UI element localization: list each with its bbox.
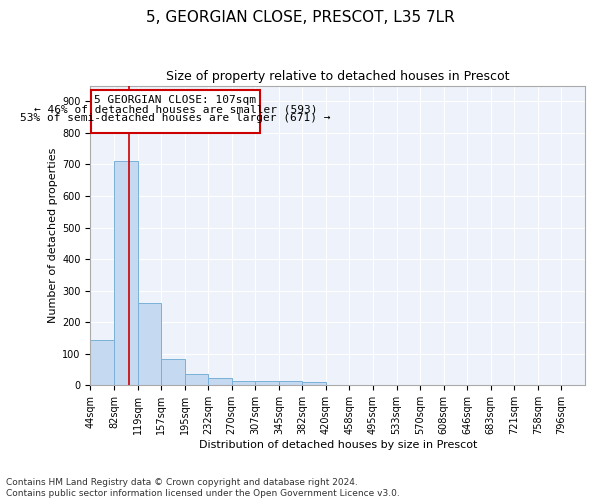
Text: 5, GEORGIAN CLOSE, PRESCOT, L35 7LR: 5, GEORGIAN CLOSE, PRESCOT, L35 7LR: [146, 10, 454, 25]
Bar: [161, 358, 185, 386]
Bar: [208, 378, 232, 386]
Bar: [279, 381, 302, 386]
Bar: [137, 302, 161, 386]
Bar: [302, 382, 326, 386]
Text: Contains HM Land Registry data © Crown copyright and database right 2024.
Contai: Contains HM Land Registry data © Crown c…: [6, 478, 400, 498]
X-axis label: Distribution of detached houses by size in Prescot: Distribution of detached houses by size …: [199, 440, 477, 450]
Text: 53% of semi-detached houses are larger (671) →: 53% of semi-detached houses are larger (…: [20, 113, 331, 123]
FancyBboxPatch shape: [91, 90, 260, 133]
Y-axis label: Number of detached properties: Number of detached properties: [48, 148, 58, 323]
Bar: [232, 381, 255, 386]
Text: 5 GEORGIAN CLOSE: 107sqm: 5 GEORGIAN CLOSE: 107sqm: [94, 95, 256, 105]
Bar: [91, 340, 114, 386]
Text: ← 46% of detached houses are smaller (593): ← 46% of detached houses are smaller (59…: [34, 104, 317, 115]
Title: Size of property relative to detached houses in Prescot: Size of property relative to detached ho…: [166, 70, 509, 83]
Bar: [114, 162, 137, 386]
Bar: [185, 374, 208, 386]
Bar: [255, 381, 279, 386]
